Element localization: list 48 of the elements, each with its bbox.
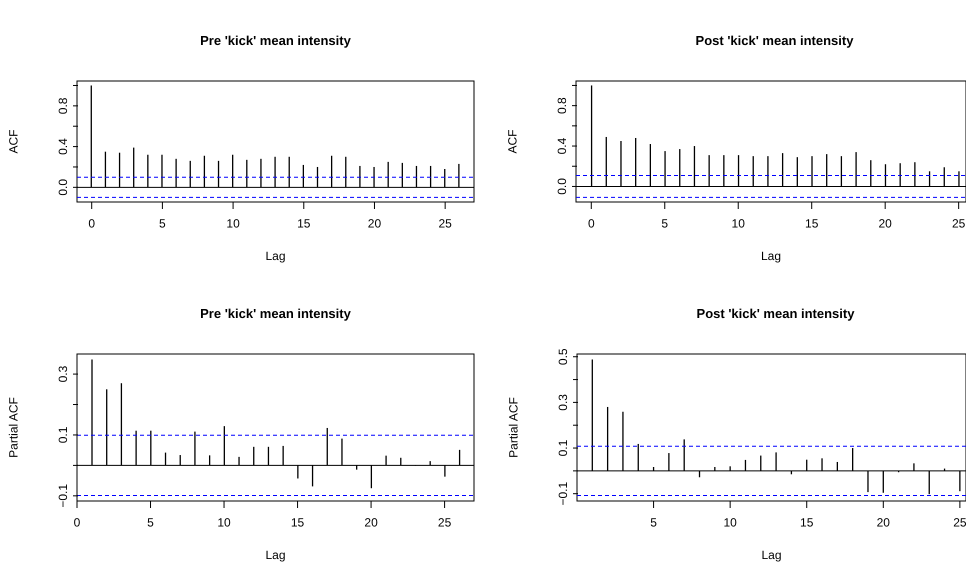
x-tick-label: 0 — [74, 516, 81, 530]
x-tick-label: 10 — [226, 216, 240, 231]
x-tick-label: 10 — [732, 216, 746, 231]
y-axis-title: ACF — [505, 130, 520, 154]
y-tick-label: 0.5 — [556, 348, 570, 366]
y-axis-title: Partial ACF — [506, 397, 520, 458]
x-tick-label: 5 — [147, 516, 154, 530]
x-tick-label: 5 — [661, 216, 668, 231]
y-axis-title: ACF — [6, 130, 20, 154]
y-tick-label: 0.8 — [555, 96, 569, 114]
x-tick-label: 5 — [159, 216, 166, 231]
x-tick-label: 20 — [878, 216, 892, 231]
y-tick-label: −0.1 — [556, 482, 570, 506]
y-tick-label: 0.3 — [56, 365, 70, 382]
y-tick-label: 0.4 — [56, 138, 70, 155]
y-tick-label: 0.3 — [556, 394, 570, 411]
x-tick-label: 15 — [800, 516, 814, 530]
x-axis-title: Lag — [760, 249, 782, 263]
chart-title: Pre 'kick' mean intensity — [199, 33, 352, 48]
x-tick-label: 25 — [438, 216, 452, 231]
x-tick-label: 5 — [650, 516, 658, 530]
x-tick-label: 25 — [952, 216, 966, 231]
x-tick-label: 15 — [297, 216, 311, 231]
chart-title: Post 'kick' mean intensity — [696, 306, 856, 321]
x-axis-title: Lag — [761, 548, 782, 562]
y-tick-label: 0.0 — [555, 178, 569, 195]
chart-title: Post 'kick' mean intensity — [694, 33, 854, 48]
x-tick-label: 20 — [876, 516, 890, 530]
x-tick-label: 15 — [805, 216, 819, 231]
y-tick-label: 0.0 — [56, 178, 70, 196]
x-tick-label: 10 — [217, 516, 232, 530]
x-tick-label: 0 — [88, 216, 96, 231]
y-axis-title: Partial ACF — [6, 397, 20, 458]
x-tick-label: 20 — [364, 516, 378, 530]
x-tick-label: 15 — [290, 516, 305, 530]
x-tick-label: 0 — [588, 216, 595, 231]
x-tick-label: 20 — [368, 216, 382, 231]
chart-title: Pre 'kick' mean intensity — [199, 306, 352, 321]
y-tick-label: 0.4 — [555, 137, 569, 154]
x-tick-label: 10 — [723, 516, 738, 530]
y-tick-label: −0.1 — [56, 484, 70, 508]
x-axis-title: Lag — [265, 249, 286, 263]
x-tick-label: 25 — [953, 516, 966, 530]
x-tick-label: 25 — [438, 516, 452, 530]
y-tick-label: 0.1 — [556, 439, 570, 456]
x-axis-title: Lag — [265, 548, 286, 562]
y-tick-label: 0.1 — [56, 426, 70, 444]
y-tick-label: 0.8 — [56, 97, 70, 114]
